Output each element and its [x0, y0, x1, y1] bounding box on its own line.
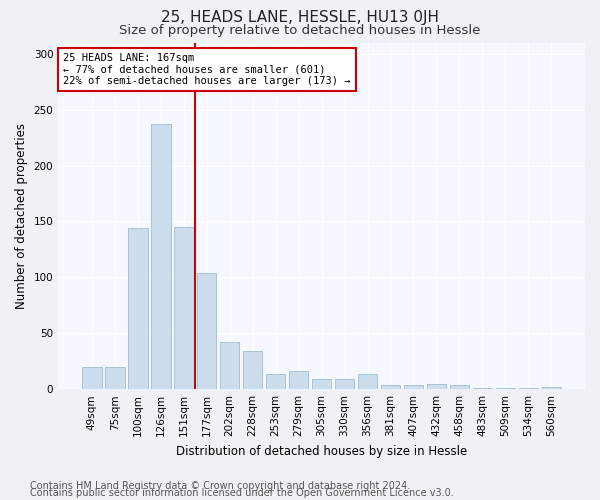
Text: Contains public sector information licensed under the Open Government Licence v3: Contains public sector information licen…: [30, 488, 454, 498]
Text: Size of property relative to detached houses in Hessle: Size of property relative to detached ho…: [119, 24, 481, 37]
Bar: [427, 384, 446, 389]
Bar: [312, 379, 331, 389]
Bar: [266, 374, 286, 389]
Bar: [449, 384, 469, 389]
Bar: [381, 384, 400, 389]
Text: 25, HEADS LANE, HESSLE, HU13 0JH: 25, HEADS LANE, HESSLE, HU13 0JH: [161, 10, 439, 25]
Bar: [82, 367, 101, 389]
Bar: [496, 388, 515, 389]
Bar: [289, 372, 308, 389]
Bar: [358, 374, 377, 389]
Bar: [335, 379, 355, 389]
Bar: [197, 273, 217, 389]
Bar: [473, 388, 492, 389]
Bar: [518, 388, 538, 389]
Bar: [105, 367, 125, 389]
X-axis label: Distribution of detached houses by size in Hessle: Distribution of detached houses by size …: [176, 444, 467, 458]
Bar: [404, 384, 423, 389]
Text: Contains HM Land Registry data © Crown copyright and database right 2024.: Contains HM Land Registry data © Crown c…: [30, 481, 410, 491]
Bar: [220, 342, 239, 389]
Bar: [174, 227, 194, 389]
Bar: [243, 351, 262, 389]
Bar: [151, 124, 170, 389]
Text: 25 HEADS LANE: 167sqm
← 77% of detached houses are smaller (601)
22% of semi-det: 25 HEADS LANE: 167sqm ← 77% of detached …: [64, 53, 351, 86]
Y-axis label: Number of detached properties: Number of detached properties: [15, 123, 28, 309]
Bar: [542, 387, 561, 389]
Bar: [128, 228, 148, 389]
